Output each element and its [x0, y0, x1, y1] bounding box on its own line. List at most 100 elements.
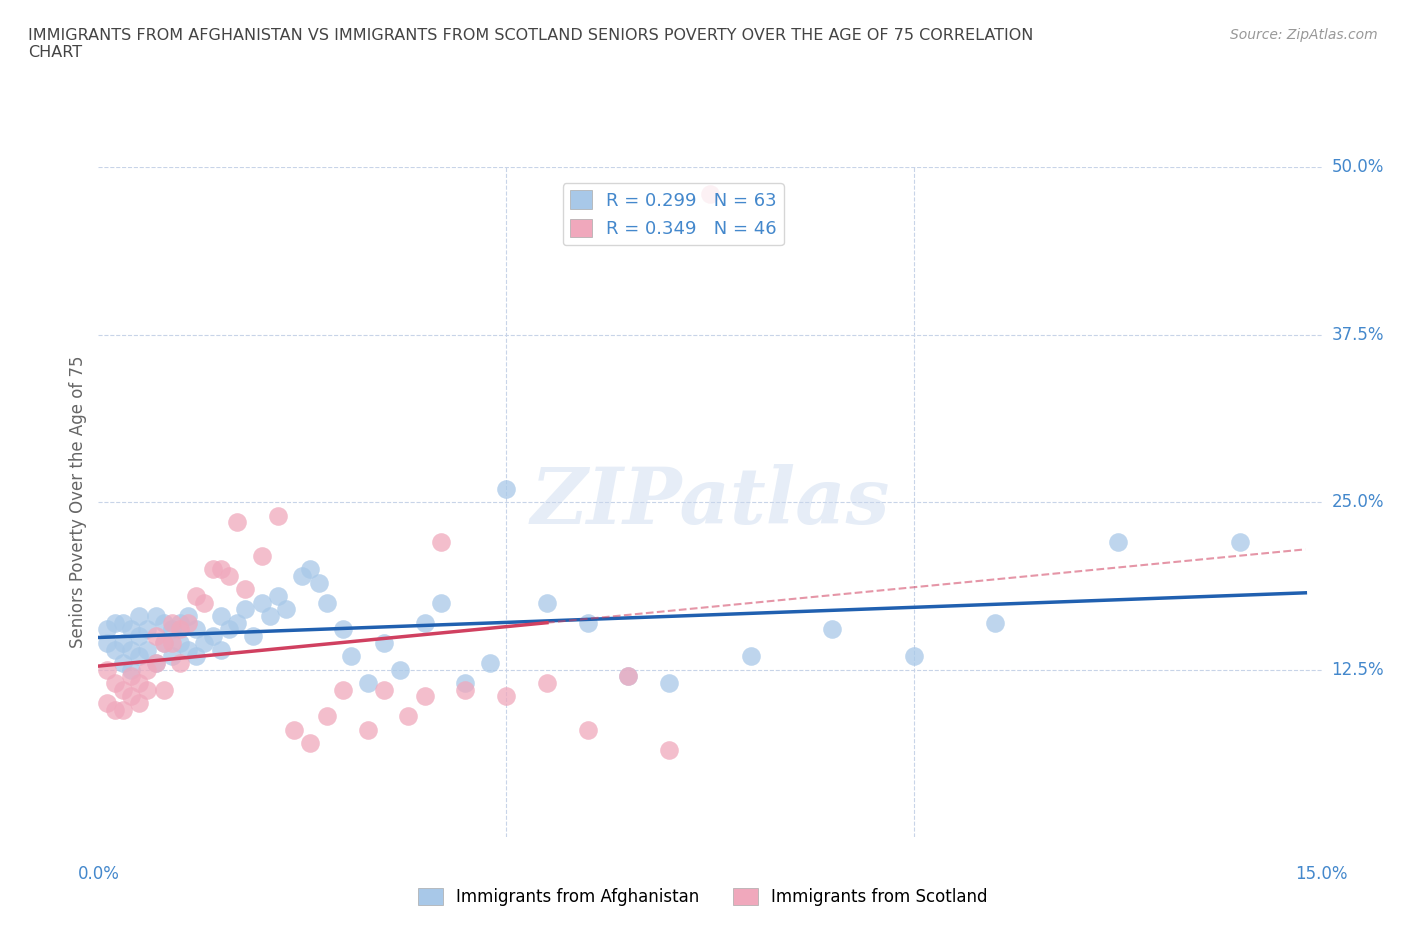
Point	[96, 662, 118, 677]
Point	[128, 649, 150, 664]
Point	[160, 622, 183, 637]
Point	[209, 642, 232, 657]
Point	[104, 675, 127, 690]
Text: IMMIGRANTS FROM AFGHANISTAN VS IMMIGRANTS FROM SCOTLAND SENIORS POVERTY OVER THE: IMMIGRANTS FROM AFGHANISTAN VS IMMIGRANT…	[28, 28, 1033, 60]
Text: ZIPatlas: ZIPatlas	[530, 464, 890, 540]
Point	[658, 742, 681, 757]
Text: 25.0%: 25.0%	[1331, 493, 1384, 512]
Point	[413, 616, 436, 631]
Point	[111, 656, 134, 671]
Point	[128, 696, 150, 711]
Text: 50.0%: 50.0%	[1331, 158, 1384, 177]
Point	[396, 709, 419, 724]
Point	[903, 649, 925, 664]
Point	[332, 683, 354, 698]
Point	[136, 622, 159, 637]
Point	[160, 635, 183, 650]
Point	[308, 575, 330, 590]
Point	[111, 683, 134, 698]
Point	[186, 589, 208, 604]
Point	[120, 642, 142, 657]
Point	[617, 669, 640, 684]
Point	[576, 723, 599, 737]
Point	[145, 656, 167, 671]
Point	[699, 187, 721, 202]
Point	[201, 629, 224, 644]
Point	[267, 508, 290, 523]
Legend: R = 0.299   N = 63, R = 0.349   N = 46: R = 0.299 N = 63, R = 0.349 N = 46	[562, 183, 785, 246]
Text: Source: ZipAtlas.com: Source: ZipAtlas.com	[1230, 28, 1378, 42]
Point	[177, 608, 200, 623]
Point	[111, 635, 134, 650]
Point	[495, 482, 517, 497]
Point	[373, 683, 395, 698]
Point	[120, 669, 142, 684]
Point	[186, 649, 208, 664]
Point	[226, 616, 249, 631]
Point	[356, 723, 378, 737]
Point	[299, 736, 322, 751]
Point	[201, 562, 224, 577]
Point	[226, 515, 249, 530]
Point	[1107, 535, 1129, 550]
Point	[291, 568, 314, 583]
Text: 0.0%: 0.0%	[77, 865, 120, 883]
Point	[332, 622, 354, 637]
Point	[152, 616, 174, 631]
Point	[373, 635, 395, 650]
Point	[430, 535, 453, 550]
Text: 15.0%: 15.0%	[1295, 865, 1348, 883]
Point	[104, 702, 127, 717]
Point	[315, 595, 337, 610]
Point	[250, 595, 273, 610]
Point	[259, 608, 281, 623]
Point	[340, 649, 363, 664]
Point	[186, 622, 208, 637]
Text: 12.5%: 12.5%	[1331, 660, 1384, 679]
Point	[250, 549, 273, 564]
Point	[96, 635, 118, 650]
Point	[984, 616, 1007, 631]
Point	[177, 616, 200, 631]
Point	[209, 562, 232, 577]
Point	[1229, 535, 1251, 550]
Point	[145, 608, 167, 623]
Point	[478, 656, 501, 671]
Point	[315, 709, 337, 724]
Point	[96, 622, 118, 637]
Point	[218, 568, 240, 583]
Point	[267, 589, 290, 604]
Point	[169, 616, 191, 631]
Point	[454, 683, 477, 698]
Point	[136, 642, 159, 657]
Point	[128, 675, 150, 690]
Point	[193, 635, 215, 650]
Point	[233, 582, 256, 597]
Point	[430, 595, 453, 610]
Point	[454, 675, 477, 690]
Point	[218, 622, 240, 637]
Point	[233, 602, 256, 617]
Point	[283, 723, 305, 737]
Point	[177, 642, 200, 657]
Point	[120, 622, 142, 637]
Point	[111, 702, 134, 717]
Point	[96, 696, 118, 711]
Point	[193, 595, 215, 610]
Point	[299, 562, 322, 577]
Point	[120, 689, 142, 704]
Point	[536, 675, 558, 690]
Point	[209, 608, 232, 623]
Point	[152, 635, 174, 650]
Point	[242, 629, 264, 644]
Text: 37.5%: 37.5%	[1331, 326, 1384, 344]
Point	[413, 689, 436, 704]
Point	[274, 602, 297, 617]
Point	[145, 629, 167, 644]
Point	[145, 656, 167, 671]
Point	[495, 689, 517, 704]
Point	[389, 662, 412, 677]
Point	[740, 649, 762, 664]
Point	[658, 675, 681, 690]
Point	[136, 662, 159, 677]
